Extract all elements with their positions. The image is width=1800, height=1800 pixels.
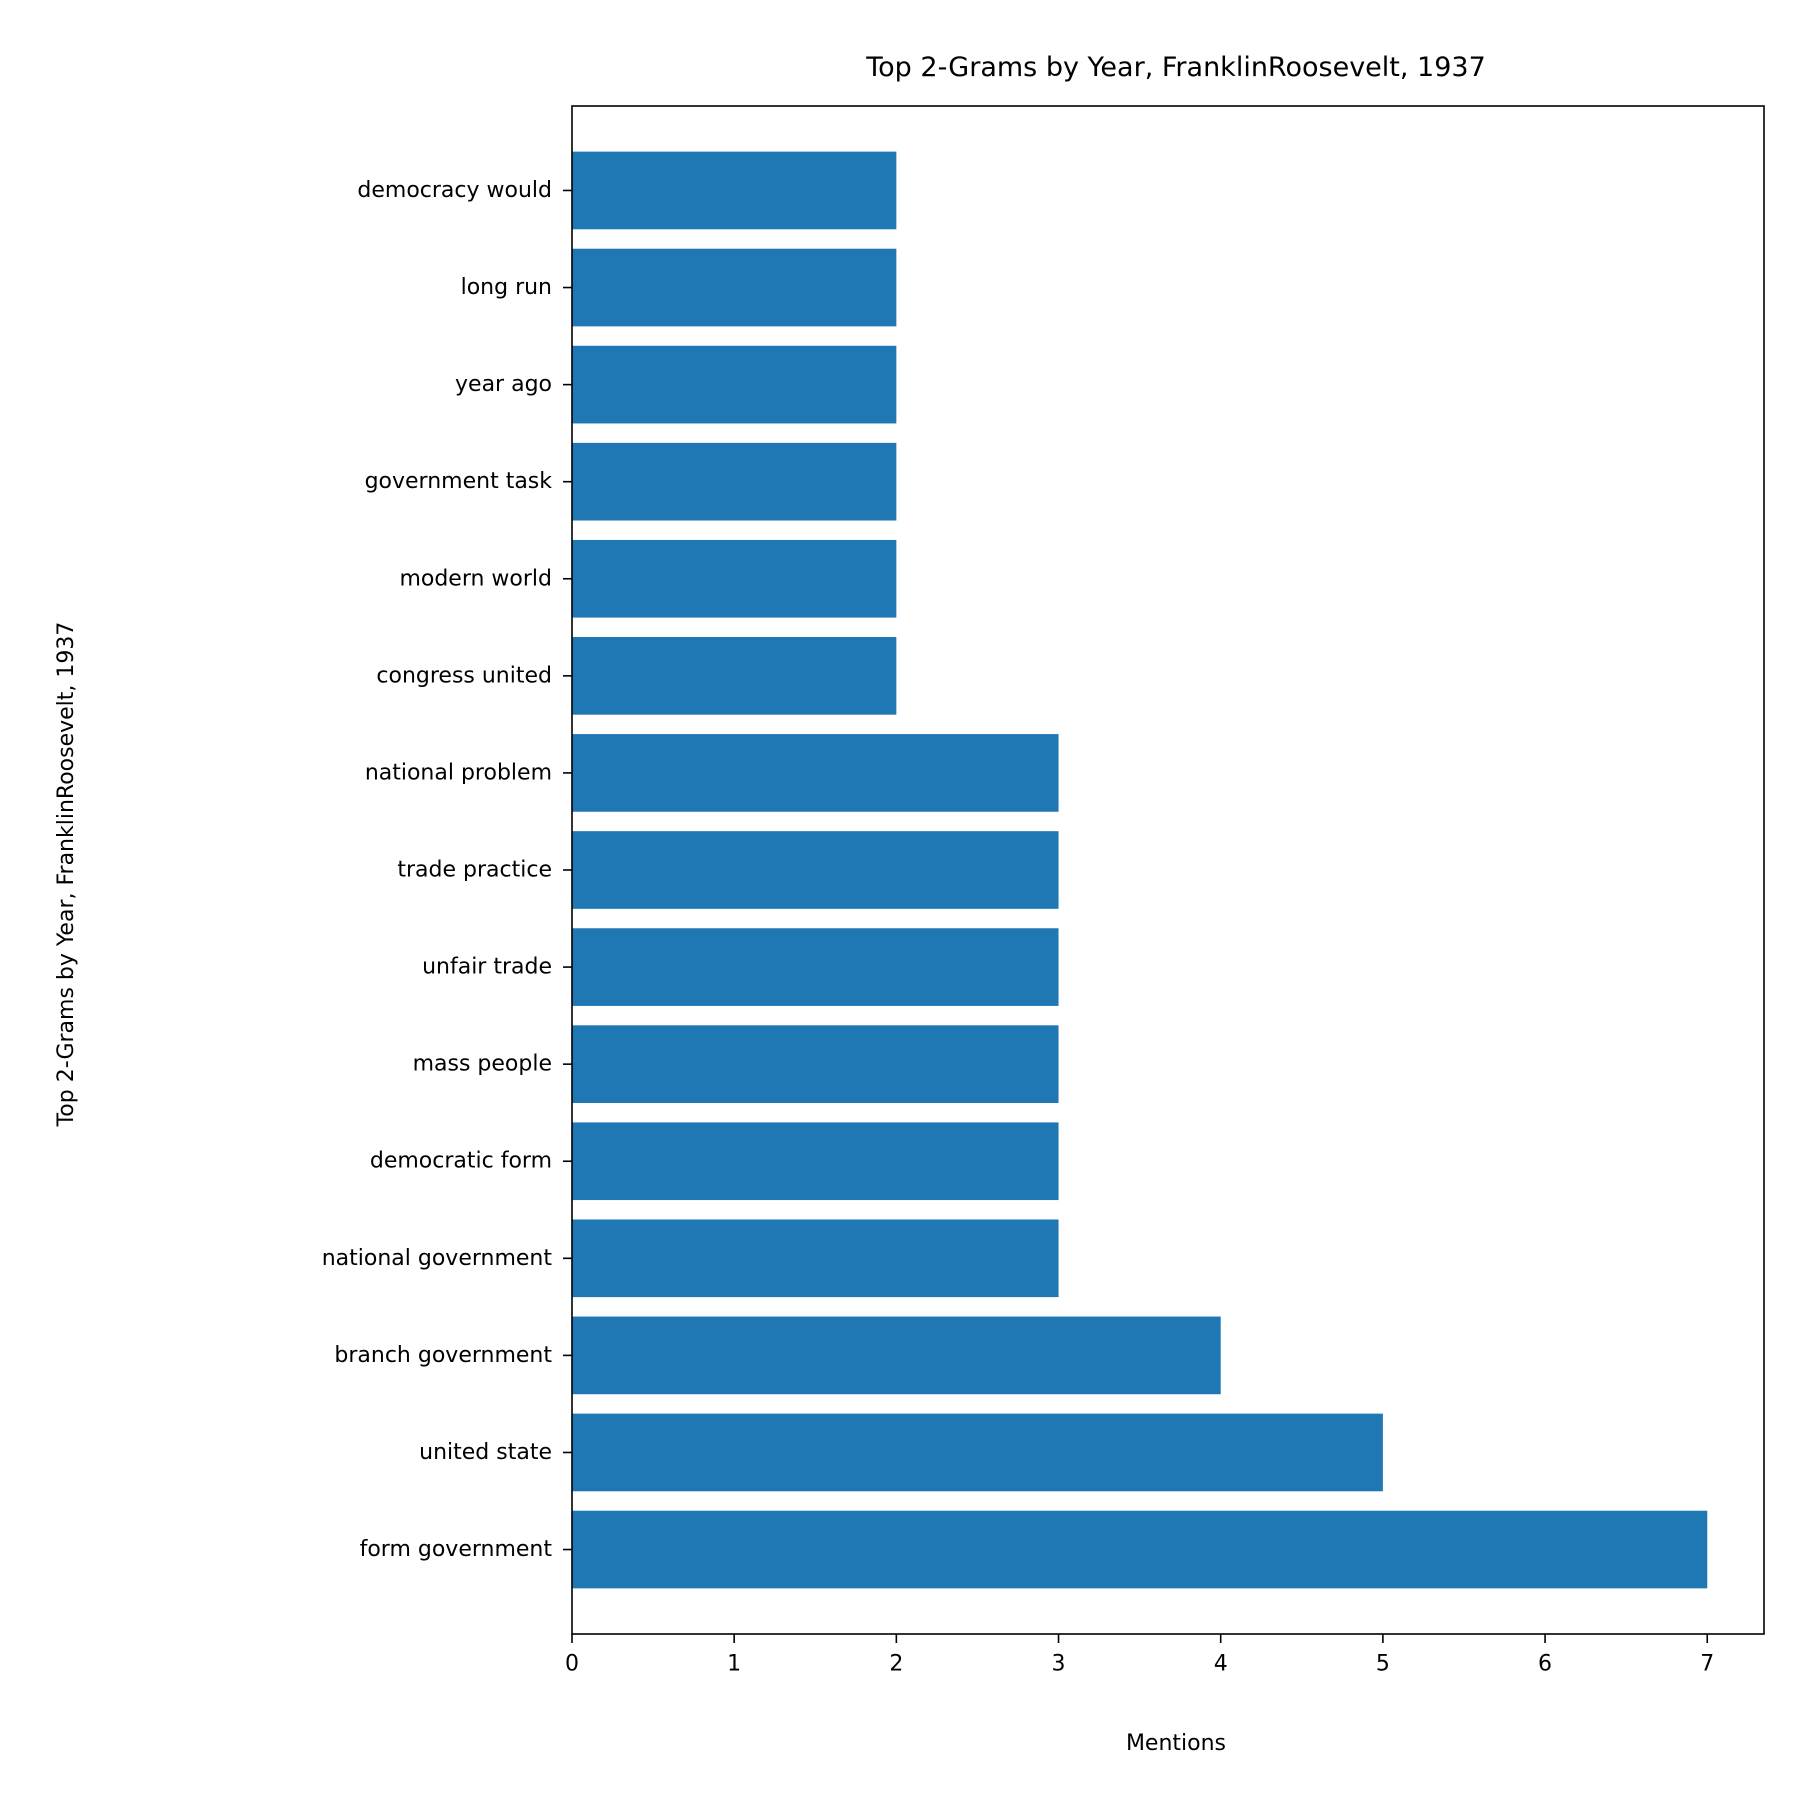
- x-tick-label: 4: [1214, 1652, 1228, 1677]
- y-axis-label: Top 2-Grams by Year, FranklinRoosevelt, …: [54, 622, 79, 1128]
- y-tick-label: national problem: [365, 760, 552, 785]
- x-tick-label: 3: [1052, 1652, 1066, 1677]
- y-axis-ticks: form government united state branch govern…: [322, 178, 572, 1562]
- x-tick-label: 5: [1376, 1652, 1390, 1677]
- x-tick-label: 7: [1700, 1652, 1714, 1677]
- bar: [572, 1025, 1059, 1103]
- bar: [572, 345, 897, 424]
- bar: [572, 539, 897, 618]
- x-tick-label: 2: [889, 1652, 903, 1677]
- y-tick-label: modern world: [399, 566, 552, 591]
- y-tick-label: democratic form: [370, 1149, 552, 1174]
- y-tick-label: congress united: [376, 663, 552, 688]
- chart-title: Top 2-Grams by Year, FranklinRoosevelt, …: [865, 52, 1486, 83]
- bar: [572, 1510, 1708, 1589]
- y-tick-label: unfair trade: [422, 955, 552, 980]
- bar: [572, 928, 1059, 1006]
- bar: [572, 734, 1059, 812]
- bar: [572, 442, 897, 521]
- y-tick-label: branch government: [334, 1343, 552, 1368]
- x-axis-label: Mentions: [1126, 1731, 1226, 1756]
- x-tick-label: 1: [727, 1652, 741, 1677]
- y-tick-label: national government: [322, 1246, 553, 1271]
- bar: [572, 151, 897, 230]
- x-tick-label: 0: [565, 1652, 579, 1677]
- y-tick-label: trade practice: [397, 858, 552, 883]
- y-tick-label: government task: [365, 469, 553, 494]
- bar: [572, 637, 897, 715]
- bar: [572, 1413, 1383, 1492]
- y-tick-label: mass people: [413, 1052, 552, 1077]
- x-axis-ticks: 0 1 2 3 4 5 6 7: [565, 1634, 1714, 1677]
- bar: [572, 1122, 1059, 1201]
- y-tick-label: long run: [461, 275, 552, 300]
- bar: [572, 831, 1059, 909]
- y-tick-label: united state: [419, 1440, 552, 1465]
- x-tick-label: 6: [1538, 1652, 1552, 1677]
- y-tick-label: democracy would: [357, 178, 552, 203]
- plot-frame: [571, 105, 1765, 1635]
- bars-group: [572, 151, 1708, 1589]
- bar: [572, 248, 897, 327]
- bar: [572, 1219, 1059, 1298]
- y-tick-label: year ago: [455, 372, 552, 397]
- bar: [572, 1316, 1221, 1395]
- y-tick-label: form government: [360, 1537, 553, 1562]
